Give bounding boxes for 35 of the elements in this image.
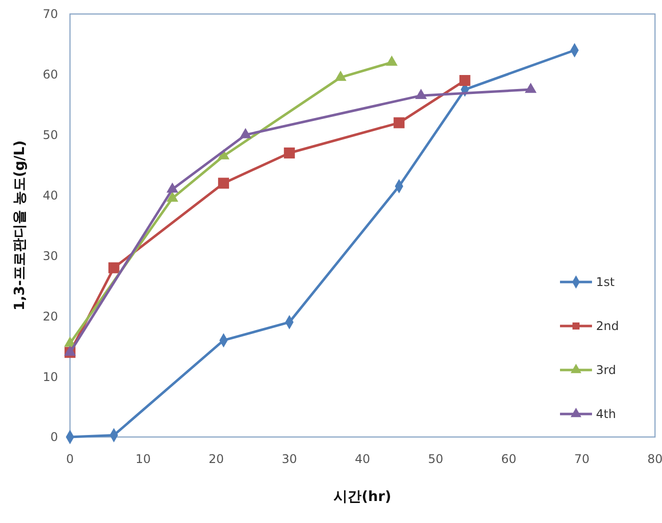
point bbox=[166, 192, 178, 202]
point bbox=[334, 70, 346, 81]
x-tick-label: 80 bbox=[647, 452, 662, 466]
y-tick-label: 20 bbox=[42, 309, 58, 324]
legend-label: 2nd bbox=[596, 319, 619, 334]
point bbox=[240, 128, 252, 138]
point bbox=[108, 262, 120, 274]
x-tick-label: 0 bbox=[66, 452, 74, 466]
x-tick-label: 20 bbox=[208, 452, 224, 466]
point bbox=[459, 74, 470, 86]
legend-label: 4th bbox=[596, 407, 616, 422]
point bbox=[386, 56, 398, 66]
x-tick-label: 10 bbox=[135, 452, 151, 466]
point bbox=[524, 82, 537, 93]
x-tick-label: 30 bbox=[282, 452, 298, 466]
y-tick-label: 60 bbox=[42, 68, 58, 82]
y-tick-label: 50 bbox=[42, 128, 58, 142]
y-tick-label: 0 bbox=[50, 430, 58, 444]
legend-label: 1st bbox=[596, 275, 615, 290]
x-axis-title: 시간(hr) bbox=[334, 489, 392, 505]
point bbox=[166, 182, 178, 193]
y-tick-label: 30 bbox=[42, 248, 58, 263]
x-tick-label: 70 bbox=[574, 452, 590, 466]
legend-label: 3rd bbox=[596, 363, 616, 378]
y-tick-label: 70 bbox=[42, 7, 58, 22]
y-tick-label: 40 bbox=[42, 188, 58, 202]
x-tick-label: 60 bbox=[501, 452, 516, 466]
point bbox=[218, 178, 230, 189]
point bbox=[284, 148, 295, 158]
point bbox=[394, 117, 405, 128]
y-axis-title: 1,3-프로판디올 농도(g/L) bbox=[12, 140, 28, 311]
x-tick-label: 50 bbox=[428, 452, 444, 466]
point bbox=[415, 88, 427, 99]
x-tick-label: 40 bbox=[354, 452, 370, 466]
y-tick-label: 10 bbox=[42, 370, 58, 384]
